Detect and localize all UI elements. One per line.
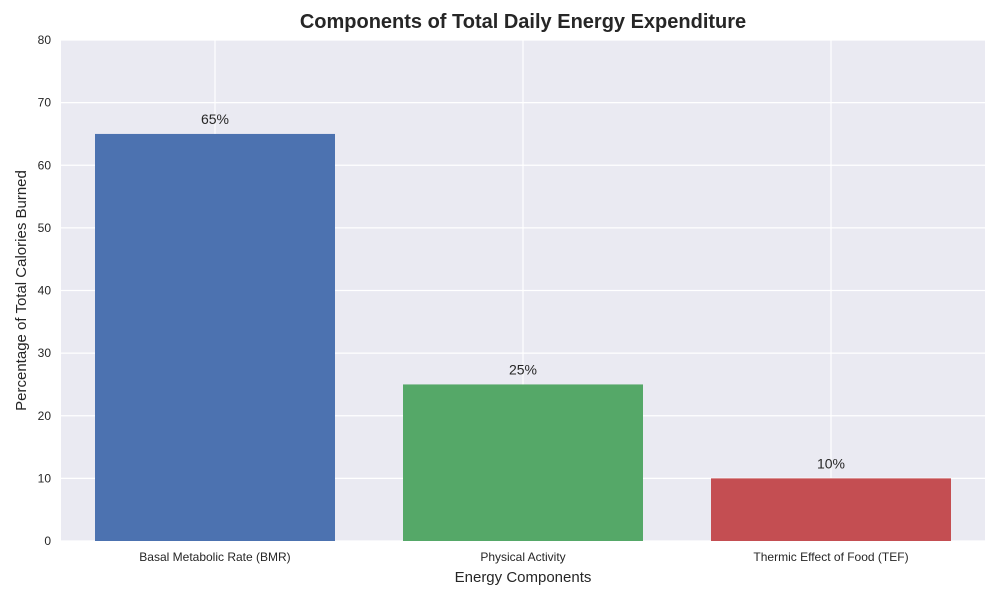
x-tick-label: Thermic Effect of Food (TEF) [753,550,908,564]
bar-1 [95,133,335,541]
data-label: 65% [201,111,229,127]
y-tick-label: 40 [38,284,52,298]
chart-title: Components of Total Daily Energy Expendi… [299,11,747,33]
bar-2 [403,384,643,541]
x-axis-label: Energy Components [455,569,592,586]
data-label: 25% [509,361,537,377]
bars [95,133,951,541]
data-label: 10% [817,455,845,471]
x-axis-ticks: Basal Metabolic Rate (BMR) Physical Activ… [139,550,908,564]
y-tick-label: 10 [38,471,52,485]
x-tick-label: Basal Metabolic Rate (BMR) [139,550,290,564]
y-tick-label: 80 [38,33,52,47]
y-tick-label: 60 [38,158,52,172]
y-tick-label: 70 [38,96,52,110]
y-tick-label: 50 [38,221,52,235]
y-axis-ticks: 0 10 20 30 40 50 60 70 80 [38,33,52,548]
data-labels: 65% 25% 10% [201,111,845,471]
y-axis-label: Percentage of Total Calories Burned [13,170,30,411]
y-tick-label: 30 [38,346,52,360]
x-tick-label: Physical Activity [480,550,565,564]
y-tick-label: 20 [38,409,52,423]
y-tick-label: 0 [44,534,51,548]
bar-3 [711,478,951,541]
